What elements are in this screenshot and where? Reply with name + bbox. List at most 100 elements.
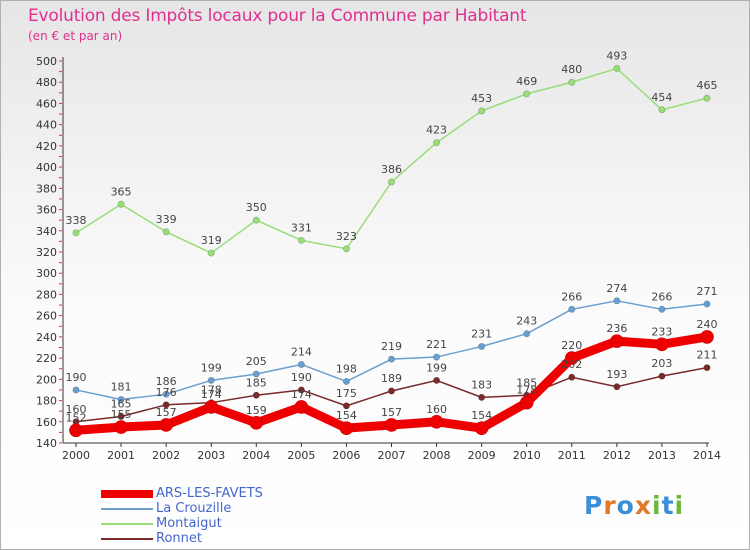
- data-point: [564, 351, 579, 365]
- data-label: 174: [291, 388, 312, 401]
- data-label: 454: [651, 91, 672, 104]
- logo-letter: P: [584, 491, 604, 520]
- data-label: 199: [426, 361, 447, 374]
- data-point: [387, 387, 395, 395]
- data-point: [478, 342, 486, 350]
- data-label: 155: [111, 408, 132, 421]
- data-label: 211: [697, 349, 718, 362]
- y-tick-label: 340: [36, 225, 57, 238]
- y-tick-label: 180: [36, 395, 57, 408]
- data-point: [613, 64, 621, 72]
- legend-swatch: [101, 522, 153, 525]
- data-point: [523, 90, 531, 98]
- data-label: 274: [606, 282, 627, 295]
- chart-subtitle: (en € et par an): [28, 29, 123, 43]
- logo-letter: x: [634, 491, 652, 520]
- data-label: 219: [381, 340, 402, 353]
- data-label: 240: [697, 318, 718, 331]
- y-tick-label: 160: [36, 416, 57, 429]
- data-point: [658, 305, 666, 313]
- data-point: [384, 418, 399, 432]
- data-point: [342, 402, 350, 410]
- legend-item: La Crouzille: [101, 501, 263, 516]
- x-tick-label: 2005: [287, 449, 315, 462]
- y-tick-label: 280: [36, 288, 57, 301]
- data-point: [297, 386, 305, 394]
- data-point: [69, 423, 83, 438]
- data-point: [568, 373, 576, 381]
- data-point: [568, 305, 576, 313]
- data-label: 271: [697, 285, 718, 298]
- data-label: 480: [561, 63, 582, 76]
- x-tick-label: 2000: [62, 449, 90, 462]
- data-label: 189: [381, 372, 402, 385]
- x-tick-label: 2009: [468, 449, 496, 462]
- data-label: 199: [201, 361, 222, 374]
- data-label: 154: [336, 409, 357, 422]
- data-label: 160: [426, 403, 447, 416]
- data-label: 165: [111, 397, 132, 410]
- data-point: [207, 249, 215, 257]
- data-point: [568, 78, 576, 86]
- data-label: 339: [156, 213, 177, 226]
- data-point: [655, 337, 669, 352]
- data-point: [297, 360, 305, 368]
- data-point: [703, 364, 711, 372]
- y-tick-label: 140: [36, 437, 57, 450]
- data-point: [474, 421, 489, 435]
- data-label: 453: [471, 92, 492, 105]
- data-label: 203: [651, 357, 672, 370]
- data-label: 185: [516, 376, 537, 389]
- data-label: 152: [66, 411, 87, 424]
- chart-title: Evolution des Impôts locaux pour la Comm…: [28, 6, 527, 26]
- data-label: 266: [651, 290, 672, 303]
- data-point: [478, 107, 486, 115]
- data-label: 365: [111, 185, 132, 198]
- data-label: 266: [561, 290, 582, 303]
- data-label: 233: [651, 325, 672, 338]
- y-tick-label: 460: [36, 97, 57, 110]
- x-tick-label: 2014: [693, 449, 721, 462]
- data-label: 198: [336, 362, 357, 375]
- data-label: 181: [111, 380, 132, 393]
- proxiti-logo: Proxiti: [584, 491, 684, 520]
- legend-label: ARS-LES-FAVETS: [156, 486, 263, 501]
- data-label: 423: [426, 124, 447, 137]
- legend-label: La Crouzille: [156, 501, 232, 516]
- data-label: 175: [336, 387, 357, 400]
- data-label: 469: [516, 75, 537, 88]
- x-tick-label: 2010: [513, 449, 541, 462]
- data-point: [658, 106, 666, 114]
- y-tick-label: 320: [36, 246, 57, 259]
- data-label: 178: [201, 384, 222, 397]
- data-point: [523, 330, 531, 338]
- data-point: [297, 236, 305, 244]
- data-point: [162, 390, 170, 398]
- y-tick-label: 260: [36, 310, 57, 323]
- data-point: [433, 353, 441, 361]
- data-point: [433, 139, 441, 147]
- data-point: [478, 393, 486, 401]
- y-tick-label: 480: [36, 76, 57, 89]
- data-label: 190: [66, 371, 87, 384]
- data-label: 174: [201, 388, 222, 401]
- data-point: [613, 383, 621, 391]
- y-tick-label: 400: [36, 161, 57, 174]
- legend-item: ARS-LES-FAVETS: [101, 486, 263, 501]
- y-tick-label: 240: [36, 331, 57, 344]
- data-point: [252, 391, 260, 399]
- x-tick-label: 2006: [332, 449, 360, 462]
- legend-label: Ronnet: [156, 531, 202, 546]
- data-label: 154: [471, 409, 492, 422]
- y-tick-label: 500: [36, 55, 57, 68]
- logo-letter: i: [652, 491, 662, 520]
- data-point: [700, 330, 714, 344]
- data-point: [204, 400, 219, 414]
- data-point: [117, 200, 125, 208]
- legend-swatch: [101, 489, 153, 498]
- x-tick-label: 2013: [648, 449, 676, 462]
- x-tick-label: 2011: [558, 449, 586, 462]
- x-tick-label: 2003: [197, 449, 225, 462]
